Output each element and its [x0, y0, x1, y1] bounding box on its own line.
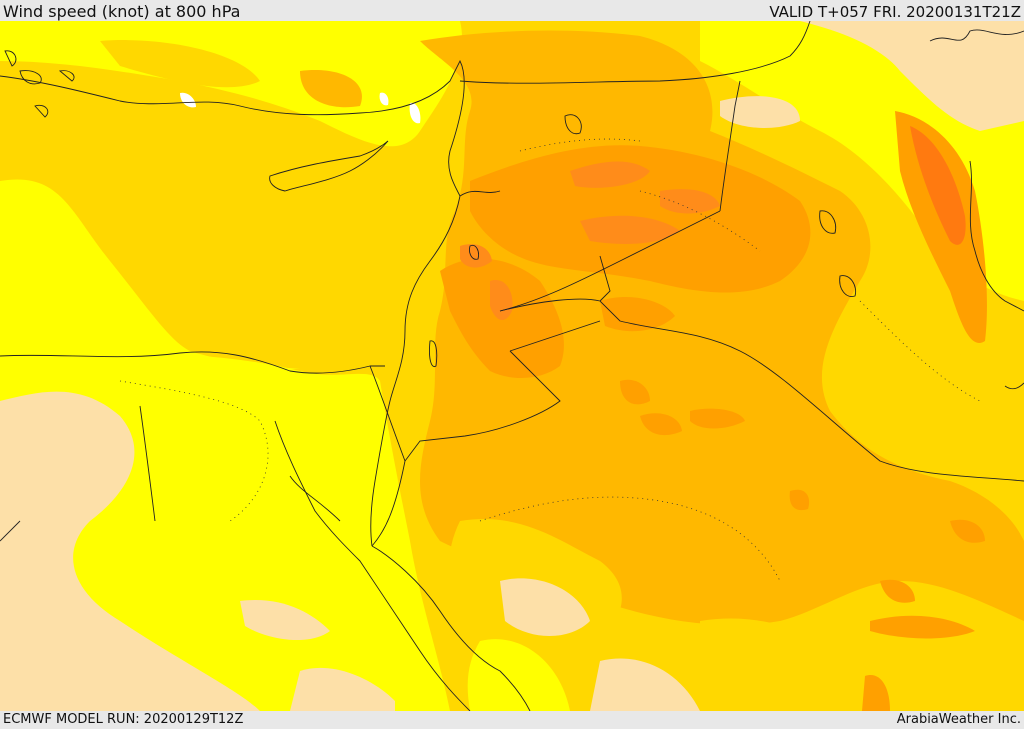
credit: ArabiaWeather Inc.: [896, 712, 1021, 727]
coastlines: [0, 29, 1024, 711]
dotted-contours: [119, 138, 981, 582]
map-title: Wind speed (knot) at 800 hPa: [3, 2, 241, 21]
egypt-tan: [0, 391, 260, 711]
wind-speed-map[interactable]: [0, 21, 1024, 711]
iraq-orange-band: [895, 111, 987, 343]
map-canvas: [0, 21, 1024, 711]
borders: [0, 21, 1024, 542]
header-bar: Wind speed (knot) at 800 hPa VALID T+057…: [0, 0, 1024, 21]
footer-bar: ECMWF MODEL RUN: 20200129T12Z ArabiaWeat…: [0, 711, 1024, 729]
med-west-yellow: [0, 179, 300, 369]
valid-time: VALID T+057 FRI. 20200131T21Z: [769, 3, 1021, 21]
model-run: ECMWF MODEL RUN: 20200129T12Z: [3, 712, 244, 727]
